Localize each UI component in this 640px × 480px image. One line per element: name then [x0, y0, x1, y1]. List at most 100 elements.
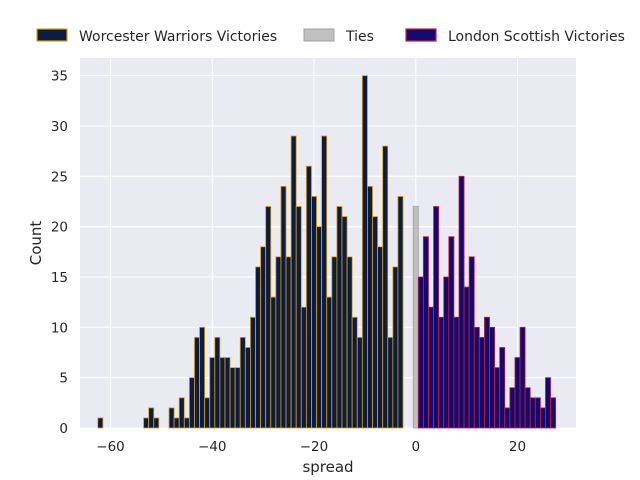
bar-series-0	[336, 206, 343, 429]
bar-series-2	[468, 256, 475, 429]
bar-series-2	[438, 316, 445, 429]
bar-series-0	[194, 336, 200, 429]
bar-series-2	[550, 397, 557, 429]
bar-series-0	[367, 185, 373, 429]
bar-series-2	[519, 326, 526, 429]
x-tick-label: 0	[411, 439, 420, 455]
bar-series-2	[458, 175, 465, 429]
bar-series-0	[377, 246, 384, 429]
bar-series-2	[514, 357, 521, 429]
legend-label-ties: Ties	[345, 29, 374, 45]
bar-series-2	[417, 276, 424, 429]
bar-series-0	[153, 417, 160, 429]
bar-series-0	[382, 145, 389, 429]
bar-series-0	[356, 336, 363, 429]
y-tick-labels: 0 5 10 15 20 25 30 35	[51, 69, 68, 437]
bar-series-0	[250, 316, 256, 429]
bar-series-2	[494, 367, 501, 429]
bar-series-0	[143, 417, 150, 429]
bar-series-0	[173, 417, 180, 429]
bar-series-2	[433, 206, 440, 429]
legend: Worcester Warriors Victories Ties London…	[36, 28, 625, 45]
bar-series-0	[341, 216, 348, 429]
bar-series-0	[351, 316, 358, 429]
bar-series-2	[463, 286, 470, 429]
bar-series-0	[387, 336, 394, 429]
y-tick-label: 15	[51, 270, 68, 286]
bar-series-2	[443, 276, 450, 429]
bar-series-0	[209, 357, 216, 429]
bar-series-0	[290, 135, 297, 429]
bar-series-0	[316, 226, 323, 429]
bar-series-0	[255, 266, 261, 429]
bar-series-2	[489, 326, 496, 429]
bar-series-2	[422, 236, 429, 429]
bar-series-2	[453, 316, 460, 429]
y-tick-label: 5	[59, 371, 68, 387]
bar-series-2	[524, 387, 531, 429]
bar-series-0	[346, 256, 353, 429]
x-tick-label: −40	[198, 439, 227, 455]
bar-series-0	[244, 347, 251, 429]
bar-series-0	[311, 196, 317, 429]
bar-series-0	[224, 357, 231, 429]
y-tick-label: 25	[51, 169, 68, 185]
bar-series-0	[219, 357, 226, 429]
bar-series-0	[260, 246, 267, 429]
legend-swatch-worcester	[36, 28, 68, 42]
bar-series-0	[392, 266, 399, 429]
y-tick-label: 20	[51, 220, 68, 236]
bar-series-0	[397, 196, 404, 429]
bar-series-2	[545, 377, 551, 429]
bar-series-0	[331, 256, 338, 429]
bar-series-0	[229, 367, 236, 429]
bar-series-0	[204, 397, 211, 429]
x-tick-label: 20	[509, 439, 526, 455]
bar-series-0	[270, 296, 277, 429]
bar-series-0	[285, 256, 292, 429]
x-axis-label: spread	[302, 458, 353, 476]
y-tick-label: 35	[51, 69, 68, 85]
y-tick-label: 10	[51, 320, 68, 336]
y-tick-label: 0	[59, 421, 68, 437]
legend-swatch-ties	[303, 28, 335, 42]
bar-series-0	[199, 326, 206, 429]
bar-series-0	[239, 336, 246, 429]
bar-series-0	[305, 165, 312, 429]
bar-series-0	[300, 306, 307, 429]
bar-series-0	[178, 397, 185, 429]
bar-series-2	[504, 407, 511, 429]
legend-label-london: London Scottish Victories	[448, 29, 625, 45]
bar-series-0	[326, 296, 333, 429]
bar-series-0	[214, 336, 221, 429]
legend-label-worcester: Worcester Warriors Victories	[79, 29, 277, 45]
bar-series-2	[484, 316, 490, 429]
bar-series-2	[428, 306, 434, 429]
bar-series-0	[168, 407, 175, 429]
x-tick-labels: −60 −40 −20 0 20	[96, 439, 526, 455]
bar-series-2	[448, 236, 455, 429]
bar-series-0	[295, 206, 302, 429]
bar-series-2	[478, 336, 485, 429]
x-tick-label: −60	[96, 439, 125, 455]
bar-series-1	[412, 206, 419, 429]
bar-series-0	[188, 377, 195, 429]
bar-series-0	[321, 135, 328, 429]
bar-series-2	[499, 347, 506, 429]
bar-series-2	[473, 326, 480, 429]
y-tick-label: 30	[51, 119, 68, 135]
bar-series-2	[534, 397, 541, 429]
bar-series-0	[280, 185, 287, 429]
y-axis-label: Count	[27, 221, 45, 266]
bar-series-0	[183, 417, 190, 429]
bar-series-0	[234, 367, 241, 429]
bar-series-2	[539, 407, 546, 429]
bar-series-0	[372, 216, 378, 429]
bar-series-0	[97, 417, 104, 429]
x-tick-label: −20	[300, 439, 329, 455]
bar-series-0	[265, 206, 272, 429]
bars	[97, 75, 557, 429]
bar-series-2	[529, 397, 536, 429]
bar-series-0	[148, 407, 155, 429]
